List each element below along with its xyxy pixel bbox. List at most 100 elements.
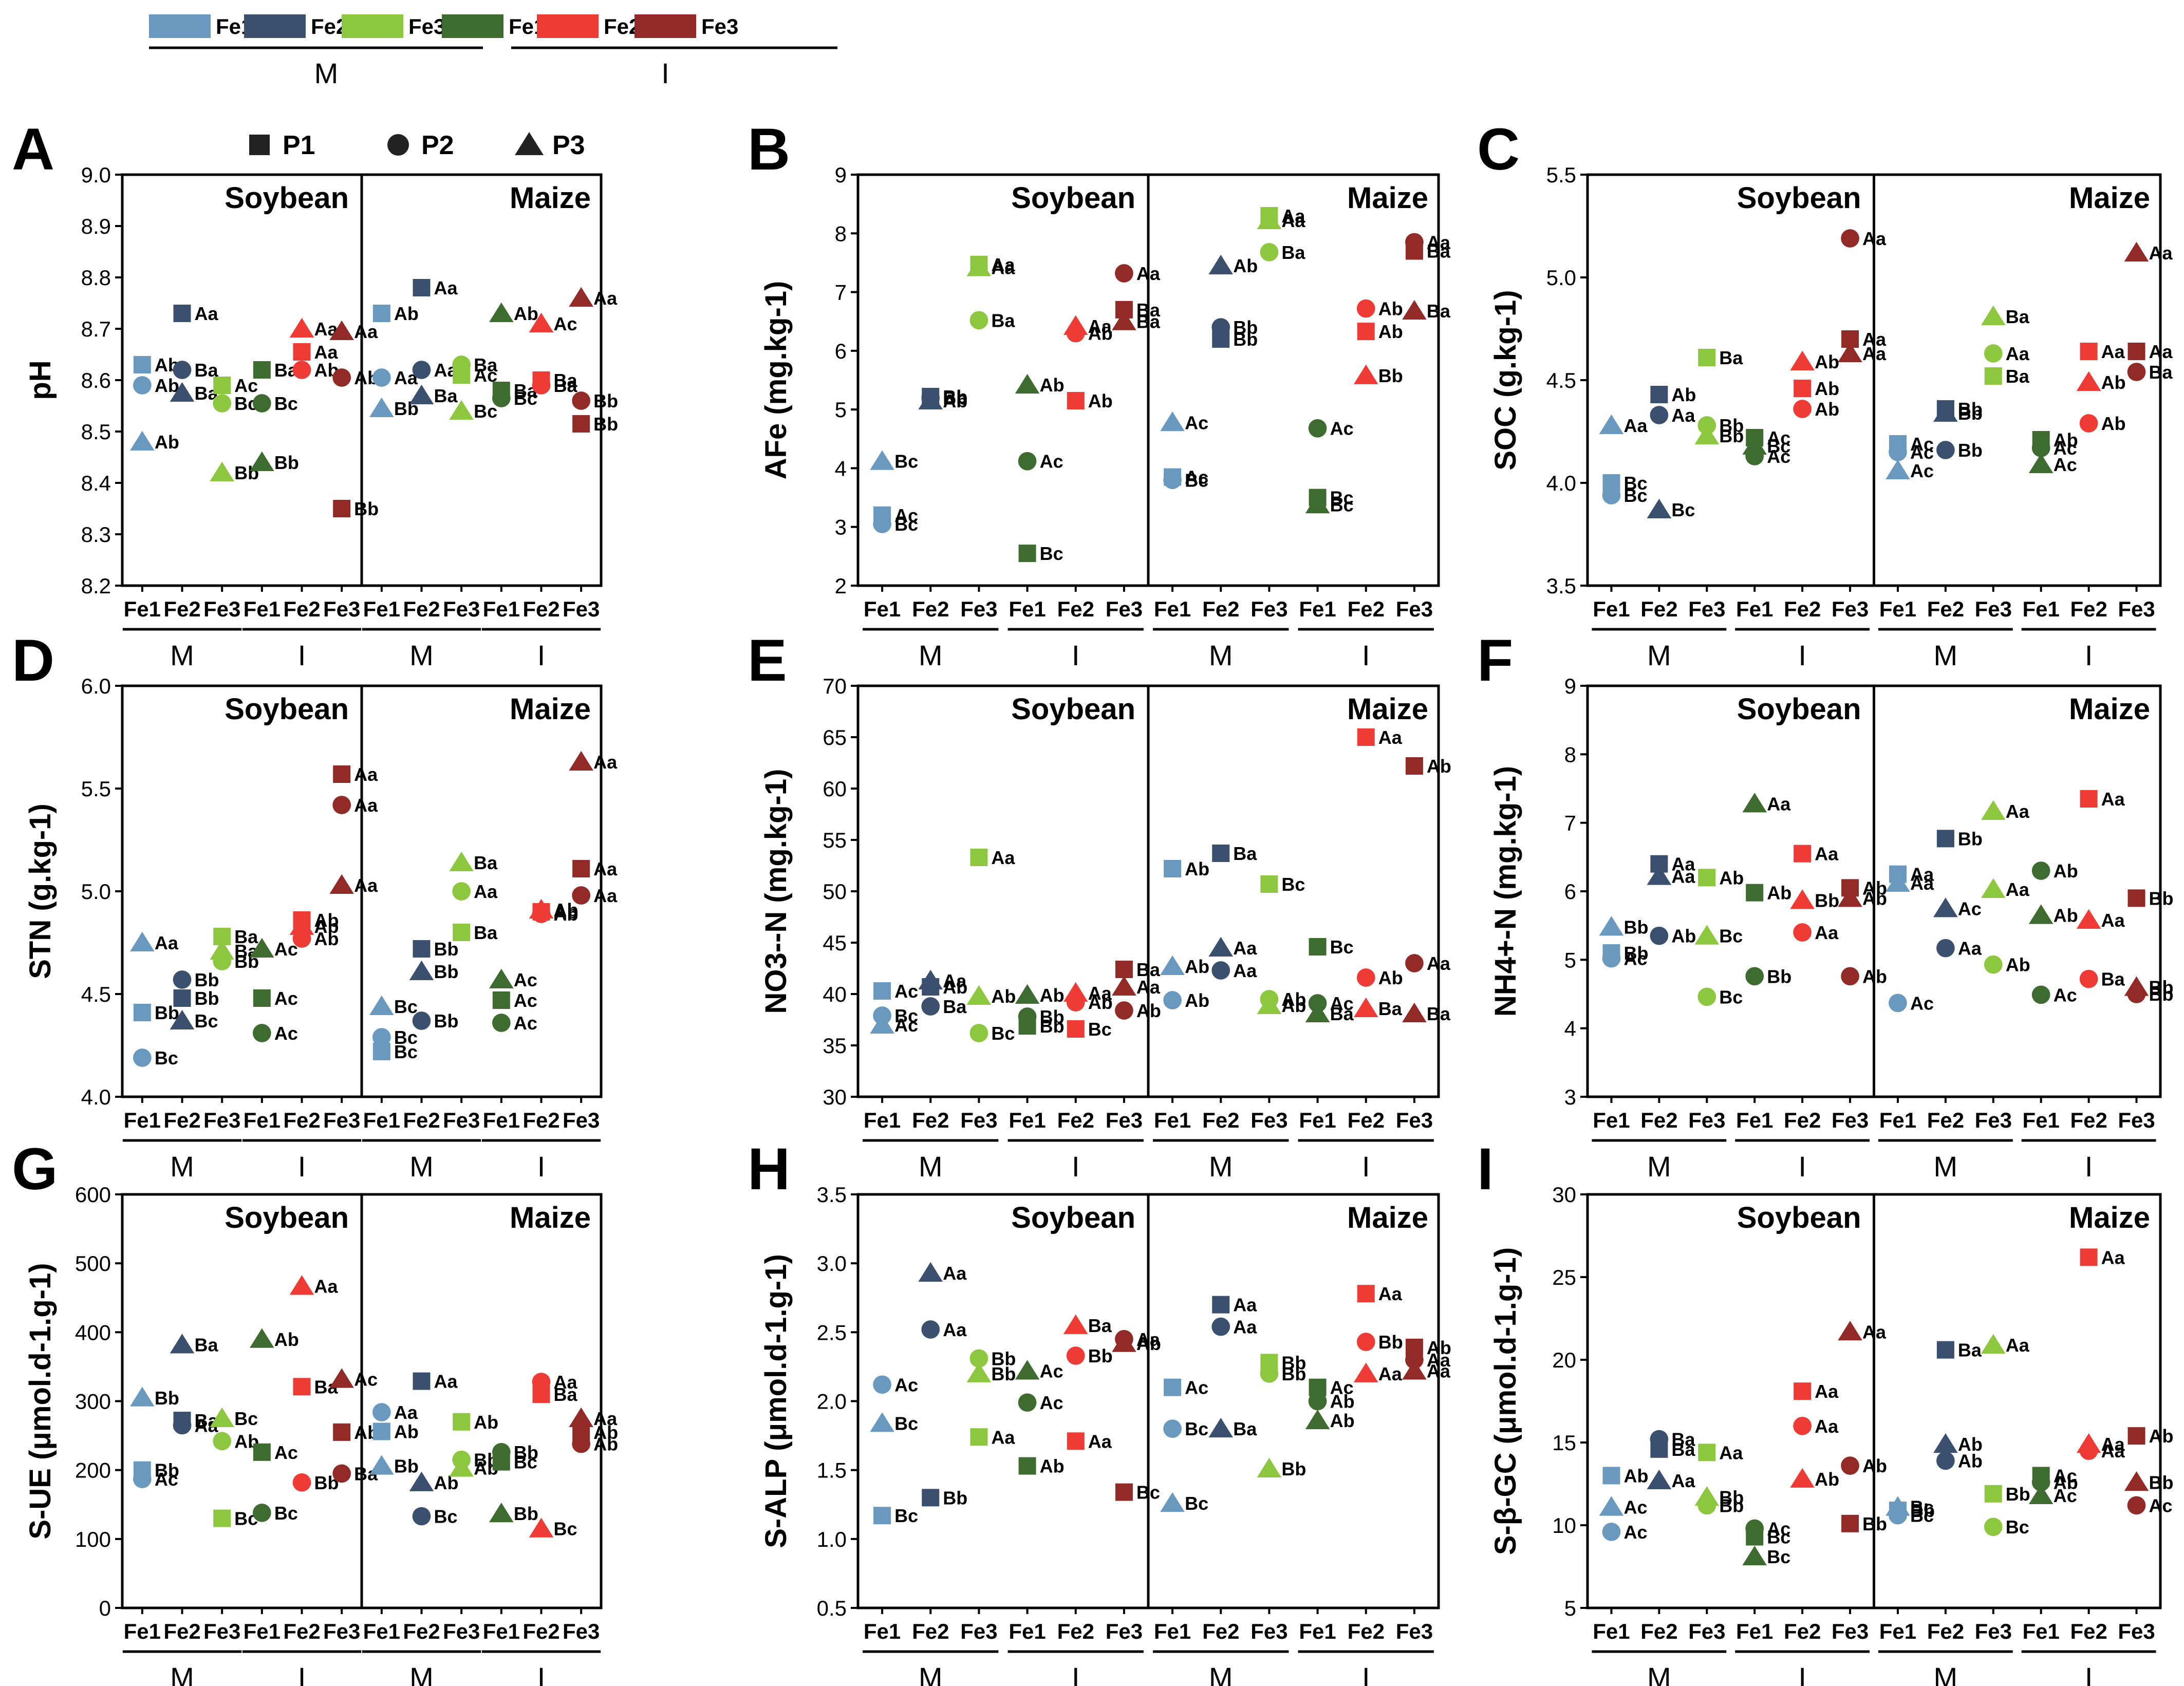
significance-label: Aa xyxy=(593,752,618,773)
x-tick-label: Fe2 xyxy=(912,1619,949,1643)
significance-label: Ab xyxy=(1958,1434,1983,1455)
x-tick-label: Fe2 xyxy=(1348,597,1385,621)
crop-label-soybean: Soybean xyxy=(225,692,349,726)
significance-label: Aa xyxy=(1910,864,1934,885)
marker-circle xyxy=(1405,954,1424,972)
x-group-label: I xyxy=(2085,1661,2093,1686)
x-tick-label: Fe1 xyxy=(2023,1108,2060,1132)
marker-square xyxy=(133,1004,151,1021)
y-tick-label: 5.0 xyxy=(81,879,111,904)
marker-triangle xyxy=(2124,1471,2149,1491)
marker-circle xyxy=(1356,1333,1375,1351)
significance-label: Aa xyxy=(943,1319,967,1340)
marker-square xyxy=(333,500,351,517)
x-group-label: I xyxy=(1072,1150,1080,1183)
significance-label: Bc xyxy=(894,514,918,535)
marker-triangle xyxy=(1647,865,1672,885)
significance-label: Ab xyxy=(1330,1391,1355,1412)
x-tick-label: Fe2 xyxy=(1927,1108,1964,1132)
significance-label: Ac xyxy=(274,1023,298,1044)
significance-label: Bb xyxy=(943,386,967,407)
x-group-label: M xyxy=(1934,1661,1958,1686)
significance-label: Ab xyxy=(1815,399,1839,420)
x-tick-label: Fe1 xyxy=(1593,1108,1630,1132)
y-tick-label: 55 xyxy=(823,828,847,852)
marker-square xyxy=(1067,392,1085,409)
marker-square xyxy=(173,989,191,1007)
y-tick-label: 5 xyxy=(835,398,847,422)
marker-triangle xyxy=(1790,889,1815,909)
significance-label: Ab xyxy=(593,1434,618,1455)
x-tick-label: Fe3 xyxy=(443,1108,480,1132)
y-tick-label: 2 xyxy=(835,574,847,598)
significance-label: Aa xyxy=(1136,263,1161,284)
significance-label: Ab xyxy=(1427,756,1451,777)
significance-label: Ab xyxy=(314,910,339,931)
significance-label: Ab xyxy=(155,375,179,396)
marker-triangle xyxy=(329,1368,354,1388)
x-tick-label: Fe1 xyxy=(1009,1108,1046,1132)
x-tick-label: Fe1 xyxy=(1299,597,1336,621)
significance-label: Bb xyxy=(434,961,459,982)
x-tick-label: Fe3 xyxy=(563,597,600,621)
marker-square xyxy=(1018,1017,1036,1035)
significance-label: Aa xyxy=(1815,922,1839,943)
legend-label: Fe3 xyxy=(701,14,738,39)
x-tick-label: Fe1 xyxy=(1593,597,1630,621)
significance-label: Bc xyxy=(155,1047,178,1069)
marker-triangle xyxy=(369,995,394,1015)
marker-triangle xyxy=(1402,1002,1427,1022)
marker-circle xyxy=(1936,441,1955,459)
panel-B: B Soybean Maize 2 3 4 5 6 7 8 9 AFe (mg.kg-1) Fe1 Fe2… xyxy=(748,117,1451,671)
marker-triangle xyxy=(250,938,274,958)
significance-label: Bc xyxy=(1719,986,1743,1007)
significance-label: Ab xyxy=(1862,1455,1887,1476)
marker-square xyxy=(572,415,590,433)
significance-label: Aa xyxy=(1378,727,1403,748)
significance-label: Aa xyxy=(1671,854,1695,875)
marker-circle xyxy=(1066,993,1085,1011)
marker-square xyxy=(453,366,471,384)
x-tick-label: Fe1 xyxy=(864,1619,901,1643)
significance-label: Bc xyxy=(1623,473,1647,494)
crop-label-maize: Maize xyxy=(1347,1201,1428,1234)
crop-label-soybean: Soybean xyxy=(1737,1201,1861,1234)
significance-label: Bc xyxy=(394,1027,418,1048)
panel-letter: A xyxy=(12,117,54,182)
significance-label: Bb xyxy=(1281,1363,1306,1384)
significance-label: Bb xyxy=(1958,440,1983,461)
significance-label: Bc xyxy=(1136,1482,1160,1503)
x-tick-label: Fe2 xyxy=(2070,597,2107,621)
panels: A Soybean Maize 8.2 8.3 8.4 8.5 8.6 8.7 8.8 8.9 9.0… xyxy=(12,117,2174,1686)
marker-circle xyxy=(1936,1451,1955,1470)
marker-triangle xyxy=(289,1275,314,1295)
significance-label: Ba xyxy=(474,922,498,943)
significance-label: Bb xyxy=(1767,966,1791,987)
significance-label: Ab xyxy=(1671,926,1696,947)
significance-label: Ac xyxy=(155,1469,178,1490)
marker-square xyxy=(1698,869,1716,887)
marker-triangle xyxy=(289,317,314,338)
marker-circle xyxy=(332,1464,351,1483)
significance-label: Ac xyxy=(1767,1518,1790,1539)
significance-label: Bb xyxy=(274,452,299,473)
shape-legend: P1 P2 P3 xyxy=(249,130,585,160)
significance-label: Bc xyxy=(1330,488,1354,509)
significance-label: Bb xyxy=(155,1460,179,1481)
marker-square xyxy=(372,1422,390,1440)
significance-label: Bb xyxy=(991,1363,1016,1384)
x-group-label: I xyxy=(298,1150,306,1183)
significance-label: Ab xyxy=(2101,372,2126,393)
y-tick-label: 7 xyxy=(1564,811,1576,835)
x-tick-label: Fe1 xyxy=(363,1108,400,1132)
y-tick-label: 5.5 xyxy=(1546,163,1576,187)
x-group-label: M xyxy=(409,1661,434,1686)
marker-circle xyxy=(173,361,192,379)
significance-label: Ab xyxy=(2054,860,2078,882)
significance-label: Ac xyxy=(514,990,537,1011)
significance-label: Ac xyxy=(1958,898,1982,919)
marker-circle xyxy=(1115,1001,1133,1020)
marker-circle xyxy=(1697,1496,1716,1515)
marker-circle xyxy=(213,394,232,413)
